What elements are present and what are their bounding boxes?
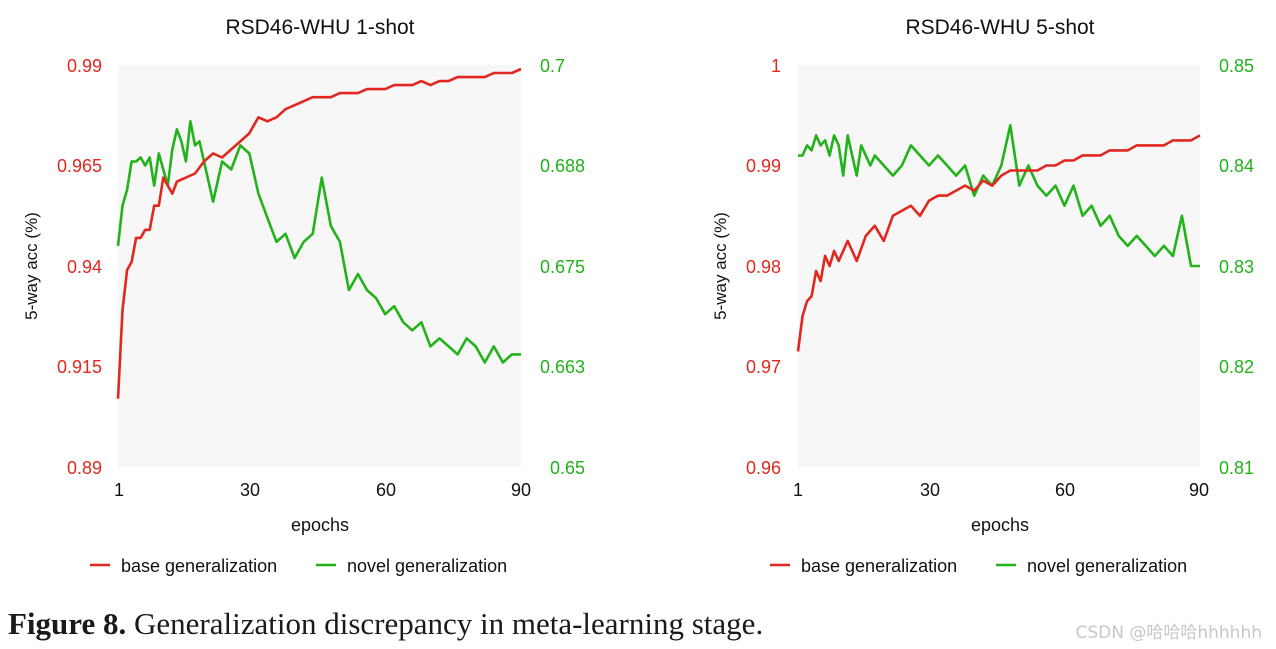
right-tick: 0.675 <box>540 257 585 277</box>
base-generalization-line-5shot <box>796 134 1201 352</box>
left-tick: 0.97 <box>746 357 781 377</box>
y-axis-label-5shot: 5-way acc (%) <box>711 212 730 320</box>
figure-caption: Figure 8. Generalization discrepancy in … <box>8 606 763 642</box>
x-tick: 60 <box>376 480 396 500</box>
x-axis-label-5shot: epochs <box>971 515 1029 535</box>
chart-1shot: RSD46-WHU 1-shot 5-way acc (%) epochs 0.… <box>22 16 585 576</box>
chart-5shot: RSD46-WHU 5-shot 5-way acc (%) epochs 1 … <box>711 16 1254 576</box>
left-tick: 0.99 <box>746 156 781 176</box>
right-tick: 0.65 <box>550 458 585 478</box>
left-tick: 0.89 <box>67 458 102 478</box>
base-generalization-line-1shot <box>116 67 522 399</box>
x-ticks-5shot: 1 30 60 90 <box>793 480 1209 500</box>
right-tick: 0.81 <box>1219 458 1254 478</box>
x-tick: 60 <box>1055 480 1075 500</box>
right-tick: 0.85 <box>1219 56 1254 76</box>
right-tick: 0.82 <box>1219 357 1254 377</box>
caption-label: Figure 8. <box>8 606 127 641</box>
right-ticks-1shot: 0.7 0.688 0.675 0.663 0.65 <box>540 56 585 478</box>
chart-title-5shot: RSD46-WHU 5-shot <box>905 16 1094 39</box>
plot-area-5shot <box>798 65 1200 467</box>
novel-generalization-line-5shot <box>798 124 1200 268</box>
x-tick: 30 <box>920 480 940 500</box>
lines-5shot <box>796 124 1201 352</box>
right-tick: 0.84 <box>1219 156 1254 176</box>
right-tick: 0.83 <box>1219 257 1254 277</box>
x-tick: 1 <box>114 480 124 500</box>
right-tick: 0.688 <box>540 156 585 176</box>
lines-1shot <box>116 67 522 399</box>
legend-label-base: base generalization <box>121 556 277 576</box>
right-tick: 0.7 <box>540 56 565 76</box>
right-ticks-5shot: 0.85 0.84 0.83 0.82 0.81 <box>1219 56 1254 478</box>
right-tick: 0.663 <box>540 357 585 377</box>
x-tick: 1 <box>793 480 803 500</box>
novel-generalization-line-1shot <box>116 120 521 364</box>
left-tick: 0.96 <box>746 458 781 478</box>
figure-charts: RSD46-WHU 1-shot 5-way acc (%) epochs 0.… <box>22 16 1254 576</box>
left-ticks-5shot: 1 0.99 0.98 0.97 0.96 <box>746 56 781 478</box>
watermark: CSDN @哈哈哈hhhhhh <box>1075 623 1262 643</box>
x-axis-label-1shot: epochs <box>291 515 349 535</box>
plot-area-1shot <box>118 65 521 467</box>
legend-1shot: base generalization novel generalization <box>90 556 507 576</box>
left-tick: 0.965 <box>57 156 102 176</box>
y-axis-label-1shot: 5-way acc (%) <box>22 212 41 320</box>
chart-title-1shot: RSD46-WHU 1-shot <box>225 16 414 39</box>
legend-5shot: base generalization novel generalization <box>770 556 1187 576</box>
legend-label-base: base generalization <box>801 556 957 576</box>
left-tick: 0.99 <box>67 56 102 76</box>
left-tick: 0.98 <box>746 257 781 277</box>
legend-label-novel: novel generalization <box>347 556 507 576</box>
x-tick: 90 <box>511 480 531 500</box>
x-tick: 90 <box>1189 480 1209 500</box>
caption-text: Generalization discrepancy in meta-learn… <box>134 606 764 641</box>
left-tick: 0.94 <box>67 257 102 277</box>
x-ticks-1shot: 1 30 60 90 <box>114 480 531 500</box>
left-ticks-1shot: 0.99 0.965 0.94 0.915 0.89 <box>57 56 102 478</box>
left-tick: 1 <box>771 56 781 76</box>
legend-label-novel: novel generalization <box>1027 556 1187 576</box>
x-tick: 30 <box>240 480 260 500</box>
left-tick: 0.915 <box>57 357 102 377</box>
